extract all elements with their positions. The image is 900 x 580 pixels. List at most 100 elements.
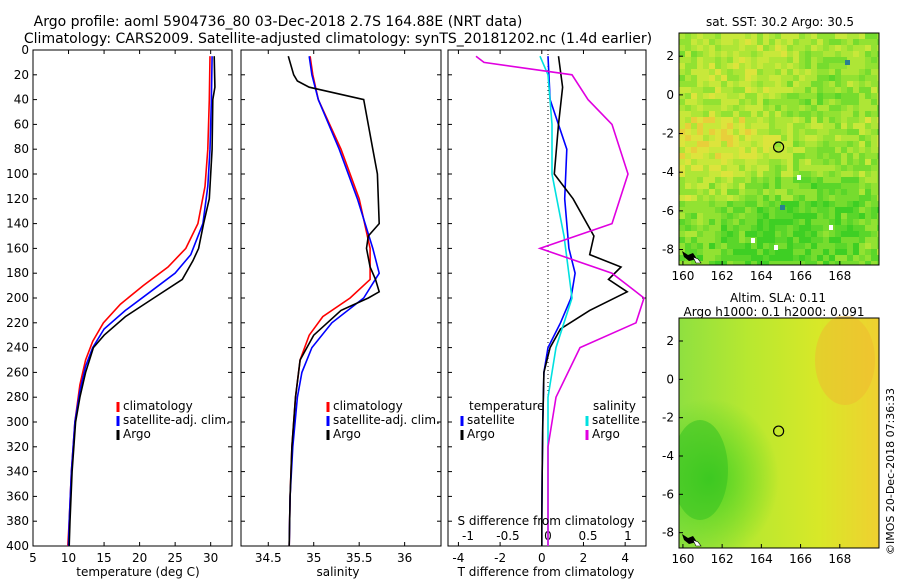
sst_map-ytick-label: -6	[662, 204, 674, 218]
sst-cell	[769, 261, 775, 265]
sst-cell	[745, 201, 751, 207]
sst-cell	[853, 135, 859, 141]
sst-cell	[745, 57, 751, 63]
sla_map-ytick-label: -2	[662, 411, 674, 425]
sst-cell	[793, 45, 799, 51]
title-line1: Argo profile: aoml 5904736_80 03-Dec-201…	[34, 14, 523, 30]
sst-cell	[679, 147, 685, 153]
sst-cell	[703, 117, 709, 123]
sst-cell	[709, 207, 715, 213]
sst-cell	[691, 81, 697, 87]
sst-cell	[715, 141, 721, 147]
sst-cell	[835, 51, 841, 57]
sst-cell	[871, 33, 877, 39]
depth-axis: 0 20 40 60 80 100 120 140 160 180 200 220 240 260 280 3…	[6, 43, 29, 553]
sst-cell	[691, 165, 697, 171]
sst-cell	[709, 75, 715, 81]
sst-cell	[829, 93, 835, 99]
temp-xtick-label: 20	[132, 551, 147, 565]
sst-cell	[877, 81, 879, 87]
diff-legend-t-label: temperature	[469, 399, 544, 413]
sst-cell	[715, 99, 721, 105]
sla_map-ytick-label: -8	[662, 526, 674, 540]
sst-cell	[841, 159, 847, 165]
sst-cell	[709, 39, 715, 45]
sst-cell	[811, 171, 817, 177]
sst-cell	[715, 129, 721, 135]
sst-cell	[787, 189, 793, 195]
sst-cell	[757, 123, 763, 129]
sst-cell	[817, 39, 823, 45]
sst-cell	[817, 129, 823, 135]
depth-tick-label: 400	[6, 539, 29, 553]
sst-cell	[853, 183, 859, 189]
sst-cell	[709, 195, 715, 201]
sst-cell	[847, 201, 853, 207]
sst-cell	[721, 39, 727, 45]
sst-cell	[817, 105, 823, 111]
sst-cell	[691, 201, 697, 207]
sst-cell	[751, 213, 757, 219]
sst-cell	[697, 243, 703, 249]
sst-cell	[733, 69, 739, 75]
sst-cell	[793, 39, 799, 45]
sst-cell	[799, 159, 805, 165]
sst-cell	[847, 45, 853, 51]
sst-cell	[787, 261, 793, 265]
sst-cell	[751, 45, 757, 51]
sst-cell	[853, 255, 859, 261]
sla-map: Altim. SLA: 0.11 Argo h1000: 0.1 h2000: …	[662, 291, 880, 566]
sst-cell	[769, 153, 775, 159]
sst-cell	[877, 33, 879, 39]
sst-cell	[853, 201, 859, 207]
sst-cell	[745, 249, 751, 255]
sst-cell	[811, 99, 817, 105]
sst-cell	[865, 255, 871, 261]
sst-cell	[823, 255, 829, 261]
sst-cell	[793, 231, 799, 237]
sst-cell	[787, 249, 793, 255]
sst-cell	[835, 117, 841, 123]
sst-cell	[817, 213, 823, 219]
sst-cell	[781, 129, 787, 135]
sst-cell	[763, 201, 769, 207]
sst-cell	[859, 87, 865, 93]
sst-cell	[679, 171, 685, 177]
sst-cell	[745, 225, 751, 231]
sst-cell	[823, 225, 829, 231]
sst-cell	[763, 123, 769, 129]
sst-cell	[769, 255, 775, 261]
sst-cell	[787, 243, 793, 249]
sst-cell	[823, 39, 829, 45]
diff-top-xtick-label: -0.5	[496, 529, 519, 543]
sst-cell	[817, 123, 823, 129]
sst-cell	[805, 63, 811, 69]
sla_map-xtick-label: 162	[711, 552, 734, 566]
sst-cell	[727, 225, 733, 231]
sst-cell	[805, 177, 811, 183]
sst-cell	[865, 219, 871, 225]
sst-cell	[733, 75, 739, 81]
sst-cell	[751, 135, 757, 141]
sst-cell	[805, 45, 811, 51]
sst-cell	[685, 75, 691, 81]
sst-cell	[841, 117, 847, 123]
sst-cell	[727, 93, 733, 99]
sst-cell	[739, 153, 745, 159]
sst-cell	[805, 39, 811, 45]
sst-cell	[841, 141, 847, 147]
sst-cell	[703, 219, 709, 225]
sst-cell	[721, 213, 727, 219]
sst-cell	[769, 123, 775, 129]
sst-cell	[799, 129, 805, 135]
sst-cell	[793, 177, 799, 183]
sst-cell	[799, 255, 805, 261]
sst-cell	[679, 243, 685, 249]
sst-cell	[823, 51, 829, 57]
sst-cell	[727, 159, 733, 165]
sst-cell	[757, 213, 763, 219]
sst-cell	[811, 129, 817, 135]
sst-cell	[877, 69, 879, 75]
sst-cell	[727, 213, 733, 219]
sst-cell	[787, 105, 793, 111]
